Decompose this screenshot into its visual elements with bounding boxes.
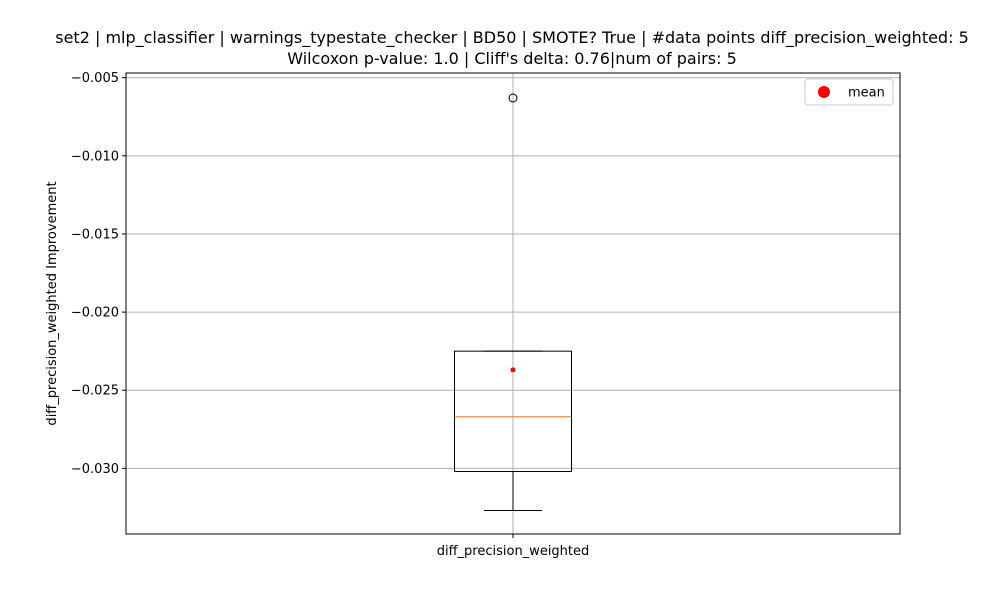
- axes: −0.005 −0.010 −0.015 −0.020 −0.025 −0.030 diff…: [71, 71, 901, 559]
- chart-title: set2 | mlp_classifier | warnings_typesta…: [55, 28, 969, 48]
- legend-label: mean: [848, 86, 885, 101]
- plot-area: [454, 93, 572, 512]
- chart-subtitle: Wilcoxon p-value: 1.0 | Cliff's delta: 0…: [287, 49, 737, 68]
- y-tick-label: −0.015: [71, 227, 119, 242]
- y-tick-label: −0.010: [71, 149, 119, 164]
- outlier-point: [508, 93, 518, 103]
- legend-box: [804, 78, 894, 106]
- grid-lines: [126, 73, 900, 534]
- mean-marker: [510, 367, 516, 373]
- legend: mean: [804, 78, 894, 106]
- y-tick-label: −0.005: [71, 71, 119, 86]
- legend-marker: [818, 86, 830, 98]
- iqr-box: [454, 350, 572, 472]
- y-tick-label: −0.030: [71, 462, 119, 477]
- y-axis-label: diff_precision_weighted Improvement: [45, 181, 60, 425]
- y-tick-label: −0.025: [71, 384, 119, 399]
- x-tick-label: diff_precision_weighted: [437, 544, 590, 559]
- y-tick-label: −0.020: [71, 306, 119, 321]
